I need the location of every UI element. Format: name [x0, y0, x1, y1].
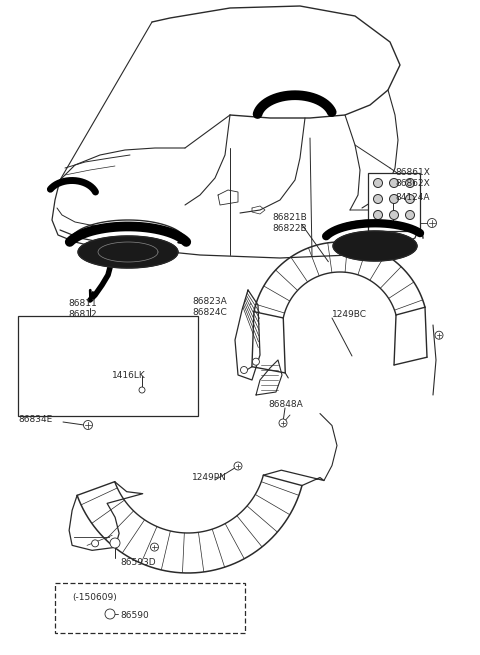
Text: 86593D: 86593D — [120, 558, 156, 567]
Circle shape — [389, 179, 398, 187]
Bar — [18, 316, 198, 416]
Circle shape — [92, 540, 98, 547]
Circle shape — [389, 195, 398, 204]
Circle shape — [428, 219, 436, 227]
Circle shape — [406, 210, 415, 219]
Circle shape — [139, 387, 145, 393]
Circle shape — [252, 358, 259, 365]
Circle shape — [240, 367, 248, 373]
Text: 86811
86812: 86811 86812 — [68, 299, 97, 319]
Text: 86834E: 86834E — [18, 415, 52, 424]
Circle shape — [373, 195, 383, 204]
Text: 1249PN: 1249PN — [192, 473, 227, 482]
Circle shape — [406, 195, 415, 204]
Text: 86823A
86824C: 86823A 86824C — [192, 297, 227, 317]
Circle shape — [84, 421, 93, 430]
Bar — [368, 173, 420, 231]
Text: 86821B
86822B: 86821B 86822B — [272, 213, 307, 233]
Circle shape — [234, 462, 242, 470]
Text: 1249BC: 1249BC — [332, 310, 367, 319]
Circle shape — [406, 179, 415, 187]
Text: (-150609): (-150609) — [72, 593, 117, 602]
Text: 1416LK: 1416LK — [112, 371, 146, 380]
Circle shape — [435, 331, 443, 339]
Polygon shape — [78, 236, 178, 268]
Circle shape — [373, 179, 383, 187]
Polygon shape — [333, 231, 417, 261]
Bar — [55, 583, 245, 633]
Circle shape — [373, 210, 383, 219]
Text: 86861X
86862X: 86861X 86862X — [395, 168, 430, 188]
Circle shape — [110, 538, 120, 548]
Circle shape — [151, 543, 158, 551]
Circle shape — [105, 609, 115, 619]
Text: 86590: 86590 — [120, 611, 149, 620]
Text: 86848A: 86848A — [268, 400, 303, 409]
Text: 84124A: 84124A — [395, 193, 430, 202]
Circle shape — [389, 210, 398, 219]
Circle shape — [279, 419, 287, 427]
